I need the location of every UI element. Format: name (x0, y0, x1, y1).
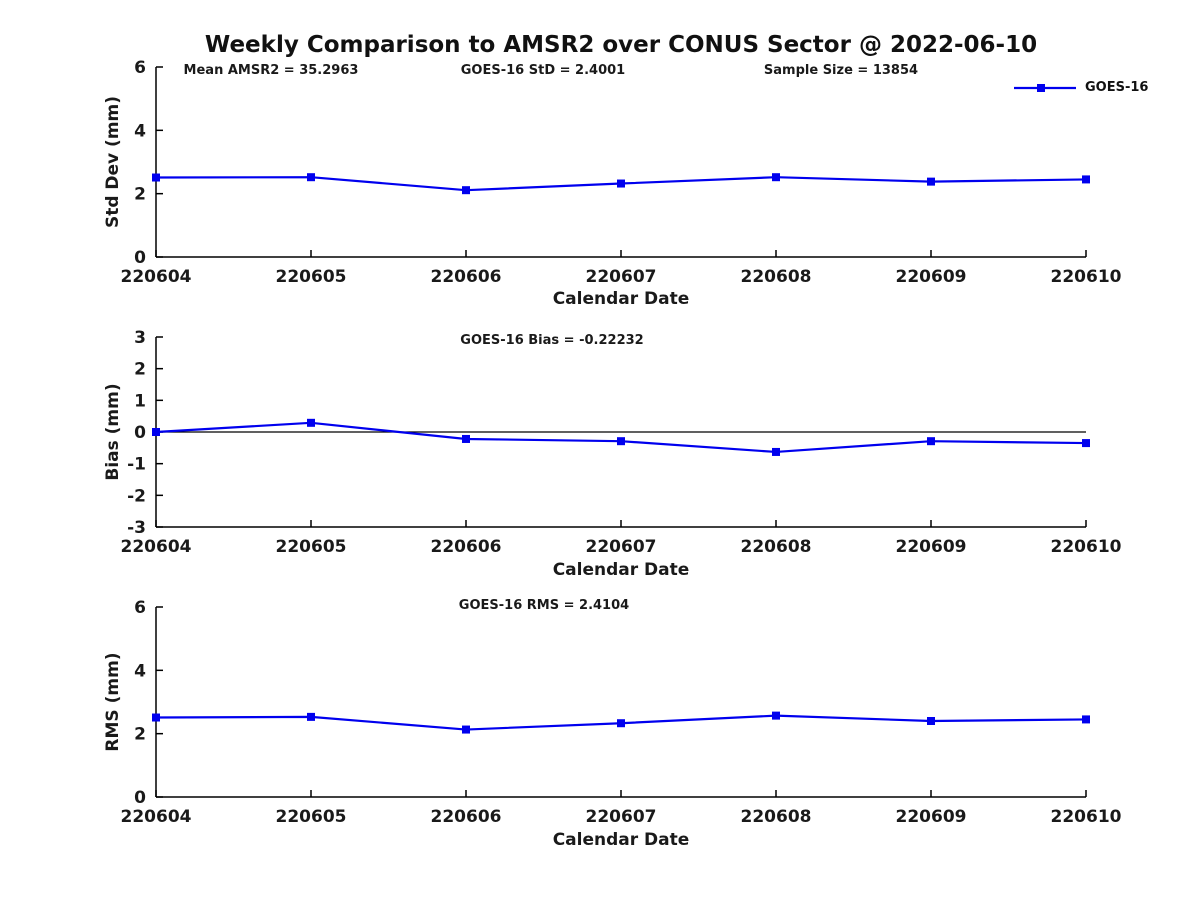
bias-plot-y-axis-label: Bias (mm) (103, 383, 123, 480)
std-dev-plot-data-point-marker (462, 186, 470, 195)
std-dev-plot-y-tick-label: 4 (134, 121, 146, 141)
std-dev-plot-y-axis-label: Std Dev (mm) (103, 96, 123, 228)
bias-plot-data-point-marker (1082, 439, 1090, 448)
bias-plot-data-point-marker (462, 434, 470, 443)
bias-plot-y-tick-label: 1 (134, 391, 146, 411)
bias-plot-x-tick-label: 220608 (741, 537, 812, 557)
bias-plot-data-point-marker (617, 437, 625, 446)
bias-plot-data-point-marker (152, 428, 160, 436)
std-dev-plot-data-point-marker (927, 177, 935, 186)
std-dev-plot-y-tick-label: 6 (134, 58, 146, 78)
rms-plot-y-tick-label: 4 (134, 661, 146, 681)
std-dev-plot-y-tick-label: 0 (134, 248, 146, 268)
rms-plot-data-point-marker (307, 712, 315, 721)
bias-plot-x-tick-label: 220607 (586, 537, 657, 557)
std-dev-plot-x-tick-label: 220607 (586, 267, 657, 287)
rms-plot-data-point-marker (1082, 715, 1090, 724)
rms-plot-x-tick-label: 220605 (276, 807, 347, 827)
bias-plot-y-tick-label: 0 (134, 423, 146, 443)
rms-plot-y-axis-label: RMS (mm) (103, 652, 123, 751)
legend: GOES-16 (1013, 80, 1148, 95)
std-dev-plot-annotation: Sample Size = 13854 (764, 63, 918, 78)
rms-plot-data-point-marker (772, 711, 780, 720)
bias-plot-y-tick-label: -1 (127, 455, 146, 475)
bias-plot-x-tick-label: 220604 (121, 537, 192, 557)
rms-plot-data-point-marker (927, 717, 935, 725)
rms-plot-y-tick-label: 2 (134, 725, 146, 745)
bias-plot-y-tick-label: 2 (134, 360, 146, 380)
std-dev-plot-data-point-marker (1082, 175, 1090, 184)
std-dev-plot-x-tick-label: 220606 (431, 267, 502, 287)
rms-plot-x-tick-label: 220604 (121, 807, 192, 827)
figure-title: Weekly Comparison to AMSR2 over CONUS Se… (204, 32, 1038, 58)
std-dev-plot-x-tick-label: 220604 (121, 267, 192, 287)
legend-square-marker-icon (1037, 83, 1045, 92)
bias-plot-y-tick-label: -3 (127, 518, 146, 538)
rms-plot-data-point-marker (462, 725, 470, 734)
legend-label: GOES-16 (1085, 80, 1149, 95)
rms-plot-annotation: GOES-16 RMS = 2.4104 (459, 598, 629, 613)
bias-plot-y-tick-label: -2 (127, 486, 146, 506)
rms-plot-x-tick-label: 220606 (431, 807, 502, 827)
bias-plot-x-tick-label: 220606 (431, 537, 502, 557)
rms-plot-y-tick-label: 6 (134, 598, 146, 618)
bias-plot-x-tick-label: 220609 (896, 537, 967, 557)
bias-plot-data-point-marker (772, 447, 780, 456)
std-dev-plot-x-axis-label: Calendar Date (553, 289, 690, 309)
bias-plot-data-point-marker (927, 437, 935, 446)
rms-plot-x-tick-label: 220608 (741, 807, 812, 827)
std-dev-plot-annotation: GOES-16 StD = 2.4001 (461, 63, 625, 78)
std-dev-plot-data-point-marker (772, 173, 780, 182)
bias-plot-data-point-marker (307, 418, 315, 427)
std-dev-plot-data-point-marker (617, 179, 625, 188)
std-dev-plot-data-point-marker (152, 173, 160, 182)
std-dev-plot-x-tick-label: 220610 (1051, 267, 1122, 287)
rms-plot-data-point-marker (152, 713, 160, 722)
std-dev-plot-x-tick-label: 220608 (741, 267, 812, 287)
rms-plot-x-tick-label: 220610 (1051, 807, 1122, 827)
rms-plot-x-axis-label: Calendar Date (553, 830, 690, 850)
rms-plot-data-point-marker (617, 719, 625, 728)
bias-plot-x-tick-label: 220605 (276, 537, 347, 557)
bias-plot-x-tick-label: 220610 (1051, 537, 1122, 557)
rms-plot-x-tick-label: 220607 (586, 807, 657, 827)
bias-plot-y-tick-label: 3 (134, 328, 146, 348)
std-dev-plot-data-point-marker (307, 173, 315, 182)
std-dev-plot-y-tick-label: 2 (134, 185, 146, 205)
std-dev-plot-x-tick-label: 220605 (276, 267, 347, 287)
rms-plot-x-tick-label: 220609 (896, 807, 967, 827)
rms-plot-y-tick-label: 0 (134, 788, 146, 808)
bias-plot-x-axis-label: Calendar Date (553, 560, 690, 580)
std-dev-plot-annotation: Mean AMSR2 = 35.2963 (184, 63, 359, 78)
std-dev-plot-x-tick-label: 220609 (896, 267, 967, 287)
bias-plot-annotation: GOES-16 Bias = -0.22232 (460, 333, 643, 348)
legend-line-marker-icon (1014, 83, 1076, 92)
